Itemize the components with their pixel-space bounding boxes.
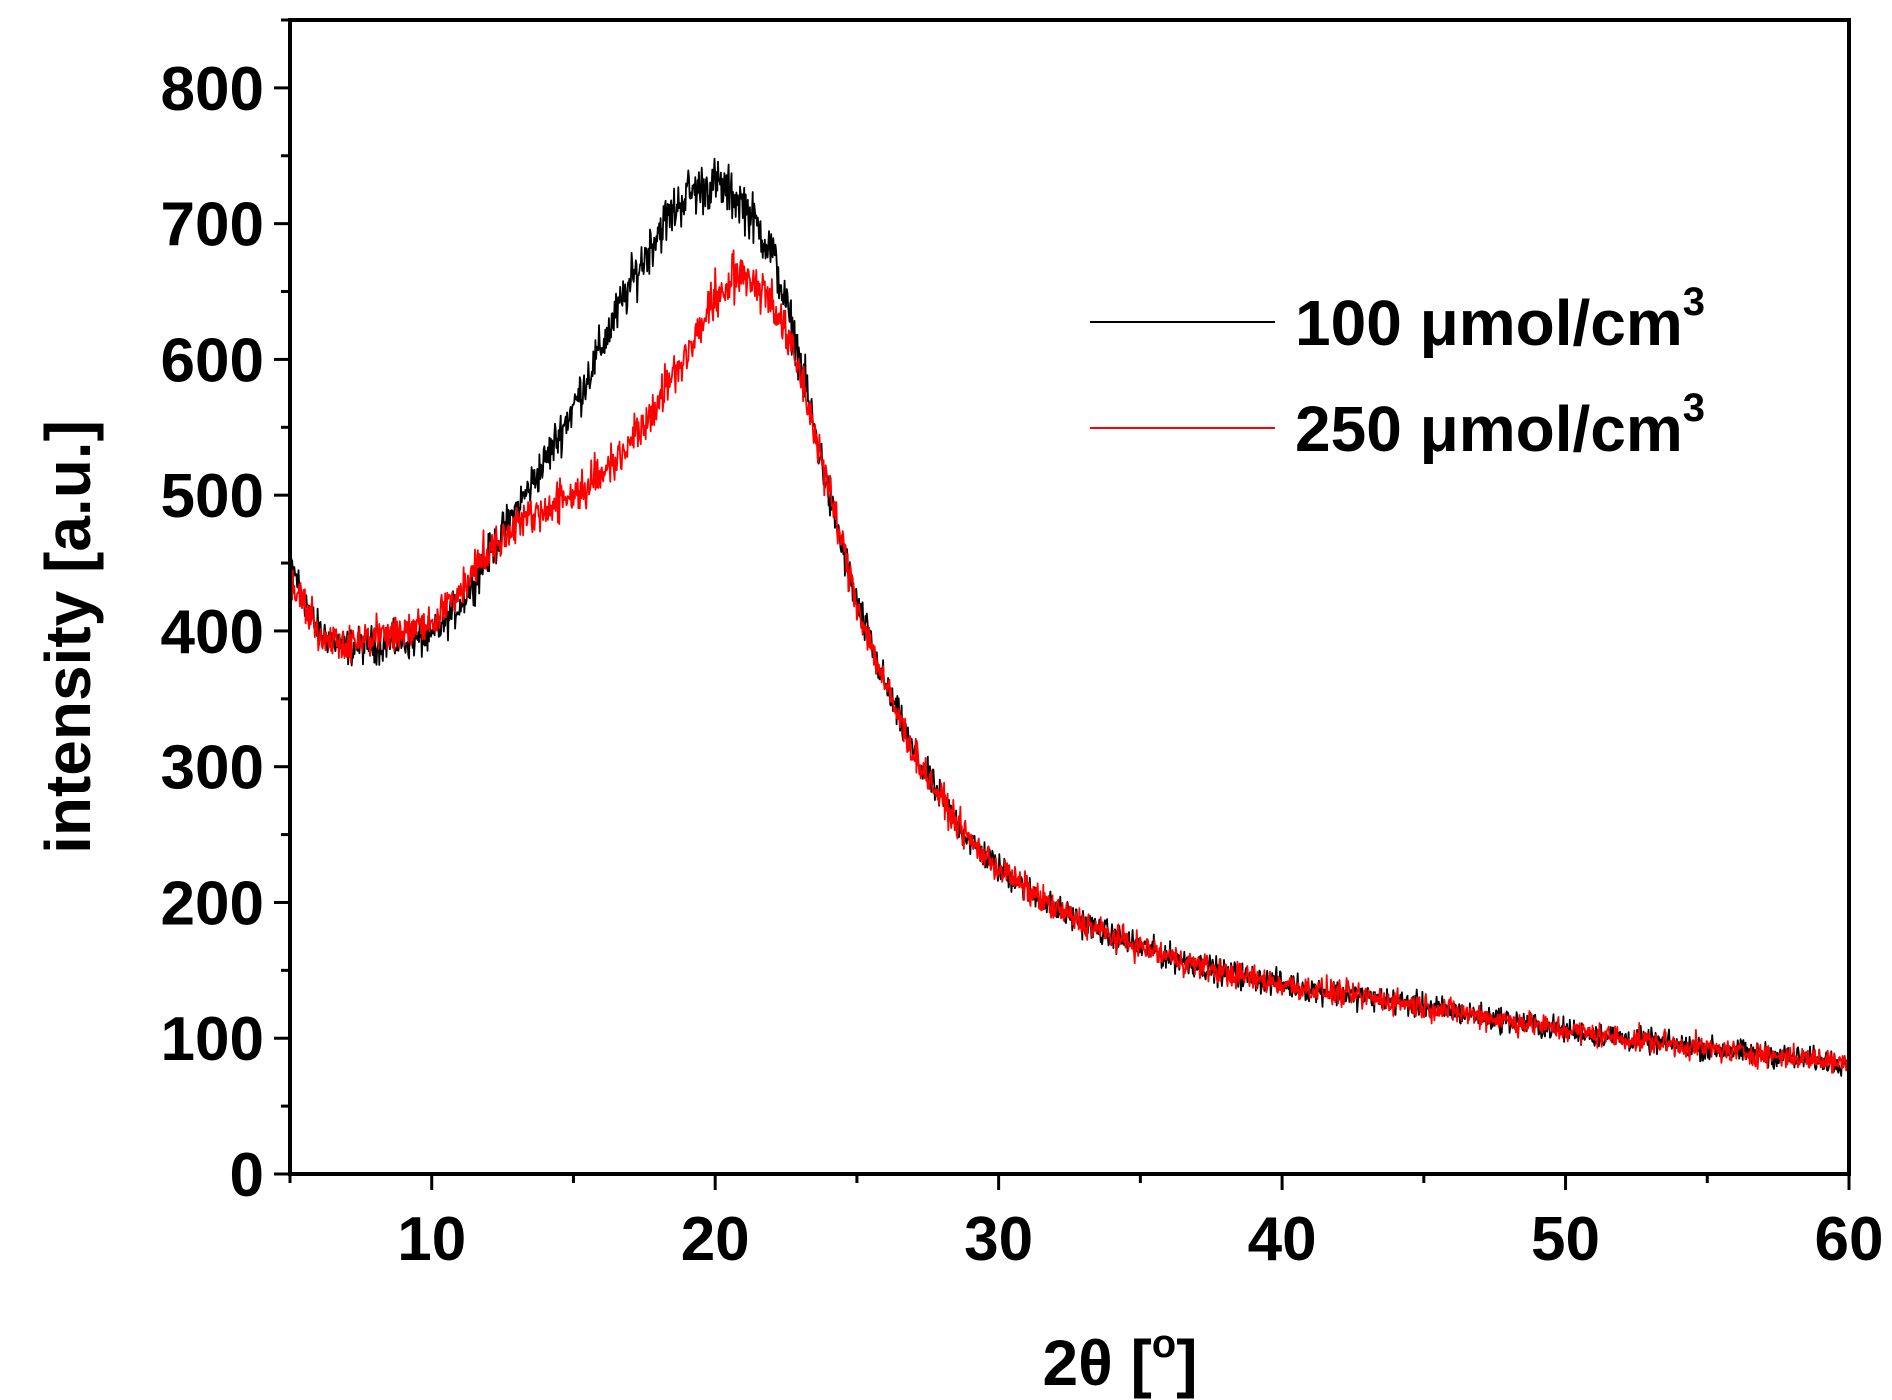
legend-label-250: 250 μmol/cm3	[1295, 386, 1705, 465]
y-tick-label: 300	[161, 734, 264, 803]
x-axis-title-main: 2θ [	[1042, 1327, 1151, 1399]
y-tick-label: 600	[161, 326, 264, 395]
y-tick-label: 700	[161, 191, 264, 260]
x-tick-label: 40	[1248, 1205, 1317, 1274]
x-tick-label: 30	[964, 1205, 1033, 1274]
x-tick-label: 10	[397, 1205, 466, 1274]
x-tick-label: 60	[1815, 1205, 1884, 1274]
x-axis-title-close: ]	[1176, 1327, 1197, 1399]
y-tick-label: 100	[161, 1005, 264, 1074]
y-tick-label: 800	[161, 55, 264, 124]
x-tick-label: 20	[681, 1205, 750, 1274]
y-tick-label: 0	[230, 1141, 264, 1210]
legend-label-100: 100 μmol/cm3	[1295, 280, 1705, 359]
y-tick-label: 500	[161, 462, 264, 531]
y-axis-title: intensity [a.u.]	[32, 420, 104, 854]
x-tick-label: 50	[1531, 1205, 1600, 1274]
y-tick-label: 200	[161, 869, 264, 938]
xrd-chart: 10 20 30 40 50 600100200300400500600700800 in…	[0, 0, 1892, 1400]
y-tick-label: 400	[161, 598, 264, 667]
x-axis-title-degree: o	[1152, 1322, 1176, 1366]
